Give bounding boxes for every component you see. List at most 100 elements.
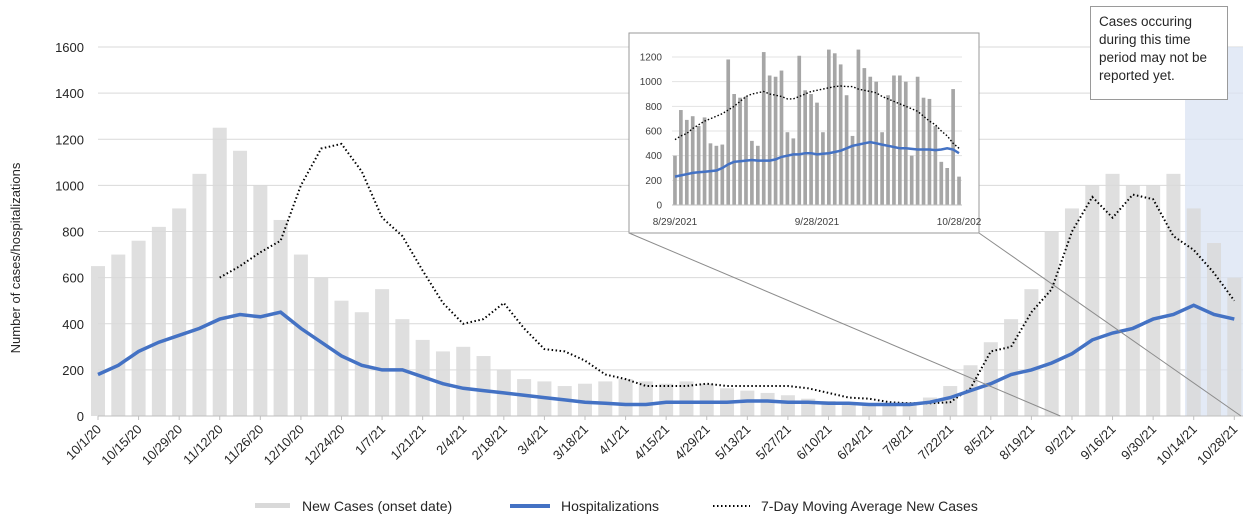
x-tick-label: 12/10/20 <box>261 422 307 468</box>
case-bar <box>233 150 248 416</box>
x-tick-label: 7/22/21 <box>915 422 956 463</box>
x-tick-label: 8/19/21 <box>996 422 1037 463</box>
case-bar <box>1004 319 1019 416</box>
case-bar <box>699 383 714 416</box>
inset-case-bar <box>821 132 825 205</box>
x-tick-label: 5/27/21 <box>753 422 794 463</box>
case-bar <box>598 381 613 416</box>
case-bar <box>91 266 105 416</box>
inset-case-bar <box>939 161 944 205</box>
case-bar <box>395 319 410 416</box>
inset-case-bar <box>773 76 778 205</box>
y-tick-label: 1400 <box>55 86 84 101</box>
unreported-note-text: Cases occuring during this time period m… <box>1099 14 1208 83</box>
x-tick-label: 10/14/21 <box>1153 422 1199 468</box>
case-bar <box>314 277 329 416</box>
x-tick-label: 1/7/21 <box>352 422 388 458</box>
x-tick-label: 2/4/21 <box>433 422 469 458</box>
inset-case-bar <box>957 176 961 205</box>
y-tick-label: 1200 <box>55 132 84 147</box>
inset-case-bar <box>832 53 837 205</box>
inset-case-bar <box>880 132 884 205</box>
inset-case-bar <box>767 75 772 205</box>
y-tick-label: 1000 <box>55 178 84 193</box>
case-bar <box>983 342 998 416</box>
case-bar <box>1186 208 1201 416</box>
x-tick-label: 2/18/21 <box>469 422 510 463</box>
inset-case-bar <box>785 132 790 205</box>
x-tick-label: 8/5/21 <box>961 422 997 458</box>
inset-case-bar <box>921 97 926 205</box>
inset-case-bar <box>791 138 796 205</box>
inset-case-bar <box>732 94 736 205</box>
inset-case-bar <box>915 76 920 205</box>
case-bar <box>1125 185 1140 416</box>
inset-case-bar <box>755 145 760 205</box>
inset-x-tick-label: 10/28/202 <box>937 217 982 228</box>
x-tick-label: 9/2/21 <box>1042 422 1078 458</box>
x-tick-label: 4/29/21 <box>672 422 713 463</box>
case-bar <box>1227 277 1242 416</box>
x-tick-label: 9/16/21 <box>1077 422 1118 463</box>
inset-case-bar <box>838 64 843 206</box>
case-bar <box>618 379 633 416</box>
inset-hospitalizations-line <box>674 140 960 178</box>
inset-case-bar <box>696 126 701 205</box>
hospitalizations-line <box>97 303 1235 407</box>
legend-hosp-label: Hospitalizations <box>561 498 659 514</box>
inset-case-bar <box>684 119 689 205</box>
inset-y-tick-label: 400 <box>645 151 662 162</box>
inset-case-bar <box>927 98 932 205</box>
inset-y-tick-label: 1000 <box>640 77 663 88</box>
y-tick-label: 600 <box>62 271 84 286</box>
case-bar <box>1044 231 1059 416</box>
inset-case-bar <box>738 97 742 205</box>
inset-case-bar <box>898 75 902 205</box>
case-bar <box>293 254 308 416</box>
inset-case-bar <box>673 155 677 205</box>
y-tick-label: 800 <box>62 225 84 240</box>
inset-case-bar <box>702 117 707 205</box>
inset-case-bar <box>720 144 725 205</box>
inset-case-bar <box>945 168 950 205</box>
y-tick-label: 400 <box>62 317 84 332</box>
inset-case-bar <box>803 90 807 205</box>
inset-axes: 0 200 400 600 800 1000 1200 8/29/2021 9/28/2021 1… <box>640 53 982 229</box>
x-tick-label: 3/18/21 <box>550 422 591 463</box>
inset-case-bar <box>690 116 695 205</box>
x-tick-label: 6/24/21 <box>834 422 875 463</box>
case-bar <box>1166 173 1181 416</box>
inset-connector-bottom <box>978 232 1242 417</box>
x-tick-label: 4/1/21 <box>596 422 632 458</box>
case-bar <box>172 208 187 416</box>
case-bar <box>1207 243 1222 416</box>
inset-case-bars <box>673 49 961 206</box>
inset-case-bar <box>933 126 938 205</box>
inset-y-tick-label: 1200 <box>640 53 663 64</box>
inset-connector-top <box>628 232 1061 417</box>
inset-case-bar <box>714 145 719 205</box>
inset-case-bar <box>726 59 731 205</box>
case-bar <box>517 379 532 416</box>
case-bar <box>192 173 207 416</box>
inset-case-bar <box>903 81 908 205</box>
x-tick-label: 12/24/20 <box>301 422 347 468</box>
inset-case-bar <box>951 89 955 205</box>
case-bar <box>1105 173 1120 416</box>
inset-moving-average-line <box>674 85 960 149</box>
case-bar <box>476 356 491 416</box>
case-bar <box>760 392 775 416</box>
y-tick-label: 0 <box>77 409 84 424</box>
case-bar <box>740 390 755 416</box>
x-tick-label: 11/26/20 <box>221 422 267 468</box>
case-bar <box>456 346 471 416</box>
inset-y-tick-label: 600 <box>645 127 662 138</box>
inset-case-bar <box>744 96 748 205</box>
case-bar <box>659 383 674 416</box>
inset-case-bar <box>797 55 802 206</box>
inset-y-tick-label: 200 <box>645 176 662 187</box>
x-tick-label: 3/4/21 <box>514 422 550 458</box>
case-bar <box>882 403 897 416</box>
inset-x-tick-label: 9/28/2021 <box>795 217 840 228</box>
